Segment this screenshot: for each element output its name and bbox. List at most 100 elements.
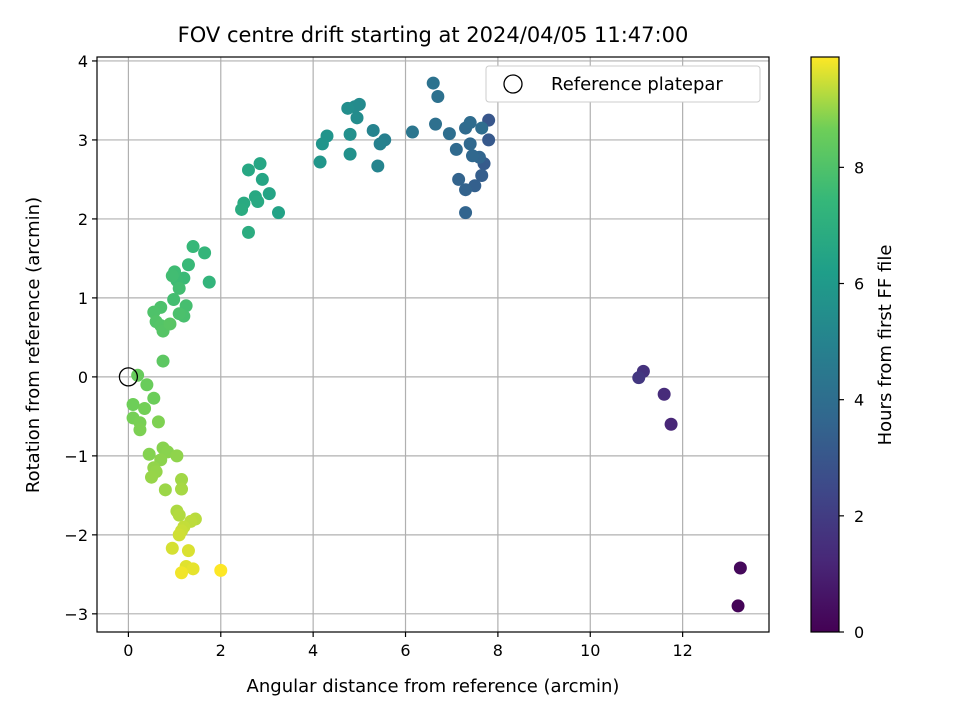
data-point: [175, 473, 189, 487]
legend-marker: [503, 74, 523, 94]
data-point: [172, 281, 186, 295]
grid-lines: [97, 57, 769, 632]
y-tick-label: −2: [64, 526, 88, 545]
data-point: [165, 541, 179, 555]
data-point: [186, 240, 200, 254]
reference-platepar-marker: [118, 367, 139, 387]
data-point: [241, 225, 255, 239]
x-tick-label: 4: [308, 641, 318, 660]
y-tick-label: 2: [78, 210, 88, 229]
colorbar-tick-label: 6: [854, 275, 864, 294]
data-point: [272, 206, 286, 220]
colorbar-tick-label: 4: [854, 391, 864, 410]
colorbar: 0 2 4 6 8 Hours from first FF file: [810, 56, 896, 642]
data-point: [172, 307, 186, 321]
legend-label: Reference platepar: [551, 74, 723, 95]
data-point: [366, 123, 380, 137]
data-point: [262, 187, 276, 201]
data-point: [341, 101, 355, 115]
data-point: [172, 508, 186, 522]
y-tick-label: −3: [64, 605, 88, 624]
data-point: [475, 121, 489, 135]
y-tick-label: −1: [64, 447, 88, 466]
data-point: [255, 172, 269, 186]
legend-box: [485, 65, 761, 103]
data-point: [170, 449, 184, 463]
data-point: [426, 76, 440, 90]
data-point: [459, 183, 473, 197]
x-tick-label: 2: [216, 641, 226, 660]
colorbar-tick-label: 0: [854, 623, 864, 642]
data-point: [405, 125, 419, 139]
data-point: [315, 137, 329, 151]
data-point: [165, 269, 179, 283]
colorbar-ticks: 0 2 4 6 8: [839, 158, 864, 642]
data-point: [343, 127, 357, 141]
data-point: [138, 401, 152, 415]
data-point: [350, 111, 364, 125]
colorbar-tick-label: 8: [854, 158, 864, 177]
data-point: [144, 470, 158, 484]
data-point: [465, 149, 479, 163]
data-point: [442, 127, 456, 141]
data-point: [163, 317, 177, 331]
data-point: [731, 599, 745, 613]
data-point: [431, 89, 445, 103]
data-point: [632, 371, 646, 385]
data-point: [475, 168, 489, 182]
data-point: [151, 415, 165, 429]
chart-title: FOV centre drift starting at 2024/04/05 …: [178, 23, 689, 47]
data-point: [175, 482, 189, 496]
data-point: [181, 258, 195, 272]
data-point: [373, 137, 387, 151]
data-point: [733, 561, 747, 575]
data-point: [449, 142, 463, 156]
data-point: [459, 206, 473, 220]
legend: Reference platepar: [485, 65, 761, 103]
data-points: [118, 76, 747, 613]
plot-frame: [96, 56, 770, 633]
data-point: [251, 195, 265, 209]
y-axis-ticks: −3 −2 −1 0 1 2 3 4: [64, 52, 97, 624]
x-tick-label: 8: [493, 641, 503, 660]
data-point: [126, 398, 140, 412]
data-point: [172, 528, 186, 542]
y-tick-label: 4: [78, 52, 88, 71]
data-point: [313, 155, 327, 169]
y-tick-label: 0: [78, 368, 88, 387]
data-point: [156, 354, 170, 368]
data-point: [198, 246, 212, 260]
data-point: [181, 544, 195, 558]
data-point: [253, 157, 267, 171]
data-point: [140, 378, 154, 392]
x-axis-label: Angular distance from reference (arcmin): [247, 676, 620, 697]
data-point: [175, 566, 189, 580]
x-tick-label: 12: [672, 641, 692, 660]
data-point: [202, 275, 216, 289]
data-point: [343, 147, 357, 161]
colorbar-gradient: [810, 56, 840, 633]
y-axis-label: Rotation from reference (arcmin): [23, 197, 44, 493]
colorbar-label: Hours from first FF file: [875, 245, 896, 446]
y-tick-label: 3: [78, 131, 88, 150]
x-tick-label: 6: [400, 641, 410, 660]
y-tick-label: 1: [78, 289, 88, 308]
data-point: [214, 563, 228, 577]
data-point: [133, 423, 147, 437]
x-axis-ticks: 0 2 4 6 8 10 12: [123, 632, 693, 660]
data-point: [482, 133, 496, 147]
data-point: [664, 417, 678, 431]
data-point: [371, 159, 385, 173]
data-point: [463, 137, 477, 151]
data-point: [657, 387, 671, 401]
x-tick-label: 0: [123, 641, 133, 660]
data-point: [158, 483, 172, 497]
data-point: [463, 116, 477, 130]
colorbar-tick-label: 2: [854, 507, 864, 526]
data-point: [452, 172, 466, 186]
data-point: [429, 117, 443, 131]
data-point: [235, 202, 249, 216]
data-point: [186, 562, 200, 576]
data-point: [147, 391, 161, 405]
